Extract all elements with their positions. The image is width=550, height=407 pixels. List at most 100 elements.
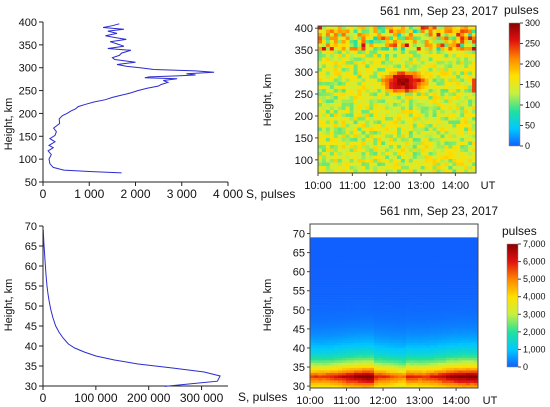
heatmap-cell	[342, 254, 347, 258]
heatmap-cell	[430, 305, 435, 308]
heatmap-cell	[318, 131, 323, 135]
heatmap-cell	[472, 96, 477, 100]
heatmap-cell	[390, 347, 395, 351]
heatmap-cell	[410, 259, 415, 263]
heatmap-cell	[454, 275, 459, 278]
heatmap-cell	[389, 166, 394, 170]
heatmap-cell	[393, 50, 398, 55]
y-tick-label: 50	[25, 301, 37, 313]
heatmap-cell	[430, 300, 435, 303]
heatmap-cell	[428, 96, 433, 100]
heatmap-cell	[337, 64, 342, 69]
heatmap-cell	[400, 166, 406, 170]
heatmap-cell	[468, 110, 473, 114]
heatmap-cell	[353, 50, 358, 55]
heatmap-cell	[438, 345, 443, 349]
heatmap-cell	[342, 362, 347, 366]
heatmap-cell	[416, 96, 421, 100]
heatmap-cell	[464, 134, 469, 139]
heatmap-cell	[456, 145, 461, 149]
heatmap-cell	[353, 110, 358, 114]
heatmap-cell	[374, 327, 379, 331]
heatmap-cell	[414, 367, 419, 371]
heatmap-cell	[414, 307, 419, 311]
heatmap-cell	[402, 285, 407, 288]
heatmap-cell	[454, 320, 459, 324]
heatmap-cell	[382, 269, 387, 273]
heatmap-cell	[370, 237, 375, 241]
heatmap-cell	[310, 312, 315, 316]
heatmap-cell	[370, 352, 375, 356]
heatmap-cell	[398, 327, 403, 331]
heatmap-cell	[438, 335, 443, 339]
heatmap-cell	[440, 33, 445, 37]
heatmap-cell	[452, 47, 457, 51]
heatmap-cell	[468, 113, 473, 118]
heatmap-cell	[337, 75, 342, 79]
heatmap-cell	[349, 110, 354, 114]
heatmap-cell	[377, 155, 382, 160]
heatmap-cell	[454, 302, 459, 306]
heatmap-cell	[346, 282, 351, 286]
heatmap-cell	[329, 99, 335, 104]
heatmap-cell	[385, 64, 390, 69]
heatmap-cell	[418, 365, 423, 369]
heatmap-cell	[346, 315, 351, 318]
heatmap-cell	[444, 40, 449, 44]
heatmap-cell	[438, 317, 443, 321]
heatmap-cell	[428, 141, 433, 146]
heatmap-cell	[342, 297, 347, 301]
heatmap-cell	[318, 50, 323, 55]
heatmap-cell	[322, 307, 327, 311]
heatmap-cell	[321, 113, 327, 118]
heatmap-cell	[353, 96, 358, 100]
heatmap-cell	[416, 152, 421, 156]
heatmap-cell	[334, 377, 339, 381]
heatmap-cell	[369, 61, 374, 65]
heatmap-cell	[394, 302, 399, 306]
heatmap-cell	[389, 110, 394, 114]
heatmap-cell	[370, 257, 375, 261]
heatmap-cell	[361, 106, 366, 111]
heatmap-cell	[349, 33, 354, 37]
heatmap-cell	[456, 26, 461, 30]
heatmap-cell	[318, 357, 323, 361]
heatmap-cell	[338, 365, 343, 369]
heatmap-cell	[333, 40, 339, 44]
heatmap-cell	[424, 131, 429, 135]
heatmap-cell	[466, 277, 471, 281]
heatmap-cell	[341, 43, 346, 48]
heatmap-cell	[400, 138, 406, 142]
heatmap-cell	[426, 335, 431, 339]
heatmap-cell	[428, 124, 433, 128]
heatmap-cell	[418, 312, 423, 316]
heatmap-cell	[370, 327, 375, 331]
heatmap-cell	[462, 239, 467, 243]
heatmap-cell	[349, 134, 354, 139]
heatmap-cell	[440, 36, 445, 41]
heatmap-cell	[334, 382, 339, 386]
heatmap-cell	[448, 148, 453, 153]
heatmap-cell	[382, 257, 387, 261]
heatmap-cell	[321, 36, 327, 41]
heatmap-cell	[442, 365, 447, 369]
heatmap-cell	[440, 26, 445, 30]
heatmap-cell	[446, 362, 451, 366]
heatmap-cell	[408, 54, 414, 58]
heatmap-cell	[400, 159, 406, 163]
heatmap-cell	[374, 332, 379, 336]
heatmap-cell	[420, 85, 425, 90]
heatmap-cell	[420, 145, 425, 149]
heatmap-cell	[342, 347, 347, 351]
heatmap-cell	[369, 57, 374, 62]
heatmap-cell	[366, 275, 371, 278]
heatmap-cell	[472, 169, 477, 174]
heatmap-cell	[346, 277, 351, 281]
heatmap-cell	[450, 275, 455, 278]
heatmap-cell	[321, 85, 327, 90]
heatmap-cell	[426, 332, 431, 336]
heatmap-cell	[472, 120, 477, 125]
heatmap-cell	[402, 315, 407, 318]
heatmap-cell	[454, 292, 459, 296]
heatmap-cell	[374, 365, 379, 369]
